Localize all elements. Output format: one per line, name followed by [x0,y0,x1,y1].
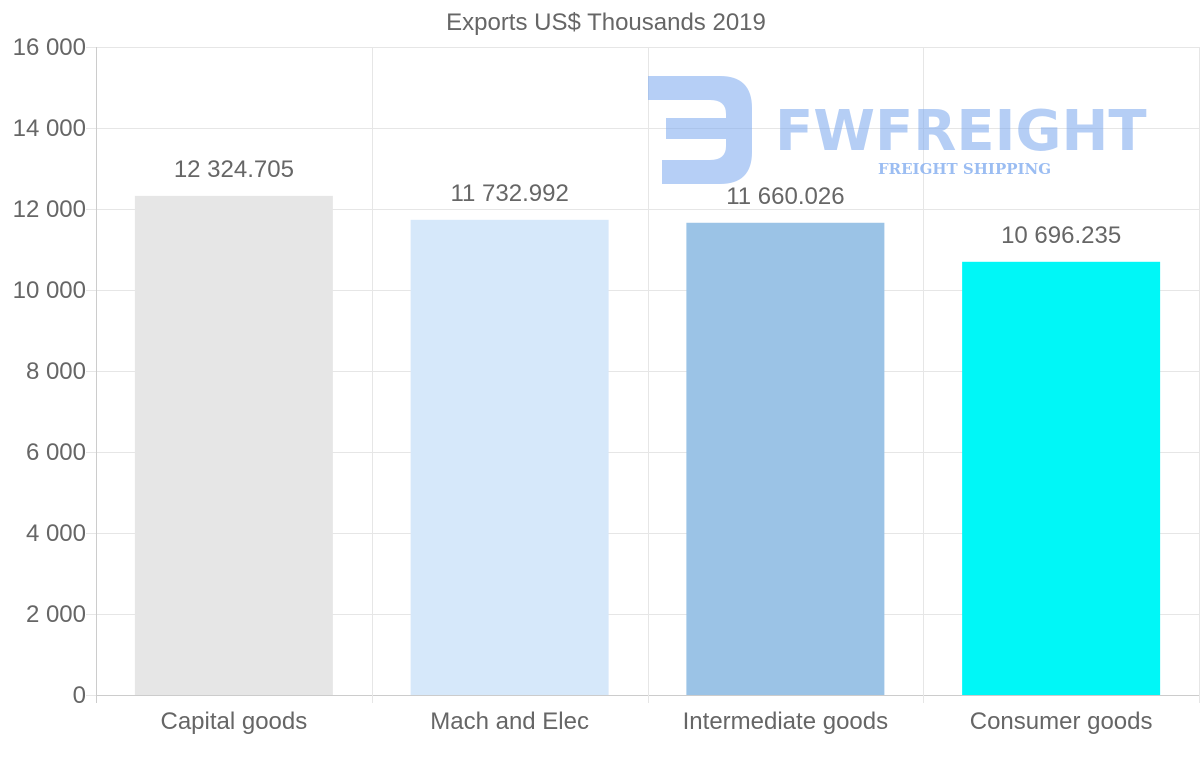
chart-title: Exports US$ Thousands 2019 [446,9,766,36]
y-tick-label: 14 000 [13,115,86,142]
bar-value-label: 10 696.235 [1001,222,1121,249]
watermark-logo-icon [648,76,752,184]
bar [962,261,1161,695]
y-tick-label: 16 000 [13,34,86,61]
bar-value-label: 12 324.705 [174,156,294,183]
x-tick-label: Mach and Elec [430,708,589,735]
bar [686,222,885,695]
watermark-tagline: FREIGHT SHIPPING [878,160,1051,178]
y-tick-label: 4 000 [26,520,86,547]
y-tick-label: 8 000 [26,358,86,385]
x-tick-label: Intermediate goods [683,708,888,735]
y-tick-label: 12 000 [13,196,86,223]
x-tick-label: Capital goods [160,708,307,735]
y-tick-label: 10 000 [13,277,86,304]
y-tick-label: 0 [73,682,86,709]
bars-layer [134,195,1161,696]
bar [134,195,333,696]
watermark: FWFREIGHT FREIGHT SHIPPING [648,76,1147,184]
x-tick-label: Consumer goods [970,708,1153,735]
bar-value-label: 11 732.992 [450,180,568,207]
labels-layer: 0 2 000 4 000 6 000 8 000 10 000 12 000 14 000 1… [13,34,1153,735]
y-tick-label: 2 000 [26,601,86,628]
watermark-name: FWFREIGHT [775,99,1147,164]
bar [410,219,609,695]
bar-value-label: 11 660.026 [726,183,844,210]
axis-layer [86,47,97,703]
y-tick-label: 6 000 [26,439,86,466]
